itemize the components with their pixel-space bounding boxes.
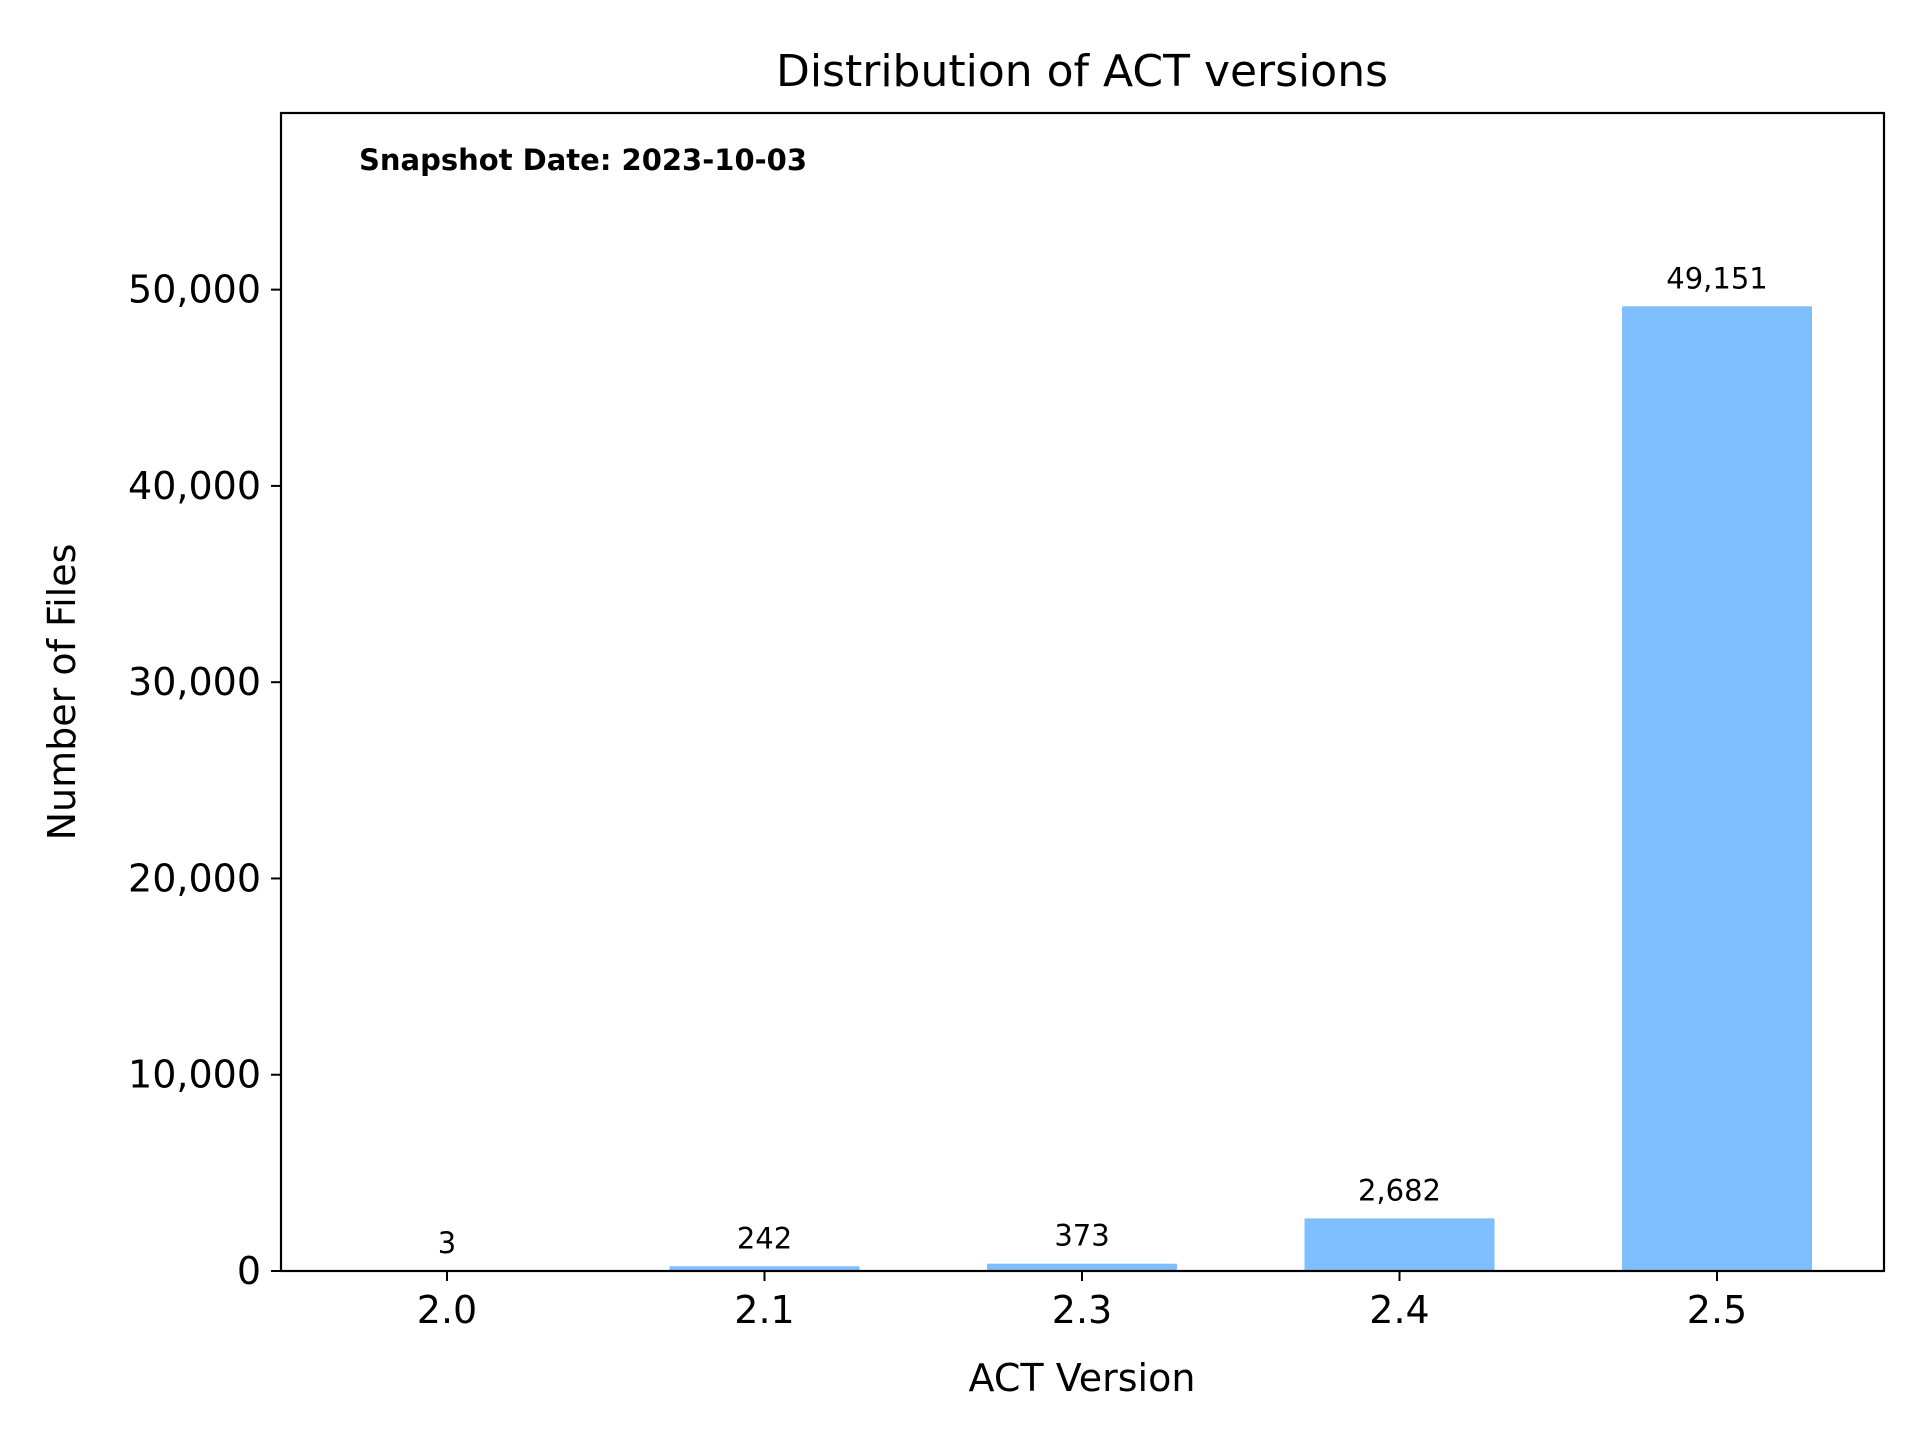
bar-2.5 <box>1622 306 1812 1271</box>
x-tick-label: 2.4 <box>1369 1288 1429 1332</box>
y-tick-label: 0 <box>237 1249 261 1293</box>
data-label-2.1: 242 <box>737 1221 792 1255</box>
x-axis-ticks: 2.0 2.1 2.3 2.4 2.5 <box>417 1271 1747 1332</box>
chart-title: Distribution of ACT versions <box>776 46 1388 97</box>
x-tick-label: 2.1 <box>734 1288 794 1332</box>
bar-2.4 <box>1304 1218 1495 1271</box>
bars-group <box>352 306 1812 1272</box>
y-tick-label: 50,000 <box>128 268 261 312</box>
y-tick-label: 40,000 <box>128 464 261 508</box>
x-tick-label: 2.5 <box>1687 1288 1747 1332</box>
x-tick-label: 2.0 <box>417 1288 477 1332</box>
data-label-2.3: 373 <box>1054 1219 1109 1253</box>
x-axis-label: ACT Version <box>969 1356 1196 1400</box>
y-axis-ticks: 0 10,000 20,000 30,000 40,000 50,000 <box>128 268 281 1293</box>
x-tick-label: 2.3 <box>1052 1288 1112 1332</box>
y-axis-label: Number of Files <box>40 544 84 841</box>
data-label-2.5: 49,151 <box>1666 261 1767 295</box>
data-labels-group: 3 242 373 2,682 49,151 <box>438 261 1768 1260</box>
snapshot-date-annotation: Snapshot Date: 2023-10-03 <box>359 143 807 177</box>
data-label-2.0: 3 <box>438 1226 456 1260</box>
y-tick-label: 20,000 <box>128 856 261 900</box>
y-tick-label: 30,000 <box>128 660 261 704</box>
y-tick-label: 10,000 <box>128 1053 261 1097</box>
bar-2.1 <box>669 1266 860 1271</box>
data-label-2.4: 2,682 <box>1358 1173 1441 1207</box>
bar-2.3 <box>987 1263 1177 1271</box>
